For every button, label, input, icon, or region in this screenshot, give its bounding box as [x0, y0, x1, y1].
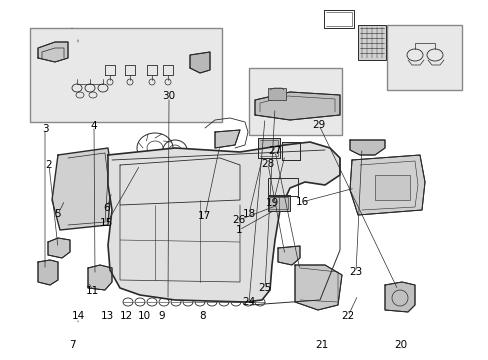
Polygon shape: [48, 238, 70, 258]
Text: 12: 12: [119, 311, 133, 321]
Text: 17: 17: [197, 211, 211, 221]
Polygon shape: [52, 148, 112, 230]
Polygon shape: [349, 140, 384, 155]
Polygon shape: [384, 282, 414, 312]
Text: 8: 8: [199, 311, 206, 321]
Text: 22: 22: [341, 311, 354, 321]
Bar: [267, 88, 285, 100]
Bar: [267, 178, 297, 196]
Text: 14: 14: [71, 311, 85, 321]
Polygon shape: [38, 260, 58, 285]
Text: 30: 30: [162, 91, 175, 102]
Polygon shape: [88, 265, 112, 290]
Text: 16: 16: [295, 197, 308, 207]
Bar: [357, 25, 385, 60]
Text: 29: 29: [311, 120, 325, 130]
Polygon shape: [282, 142, 299, 160]
Bar: [374, 175, 409, 200]
Text: 23: 23: [348, 267, 362, 277]
Text: 7: 7: [69, 340, 76, 350]
Text: 25: 25: [258, 283, 271, 293]
Text: 27: 27: [267, 146, 281, 156]
Bar: [267, 195, 289, 211]
Text: 18: 18: [242, 209, 256, 219]
Polygon shape: [38, 42, 68, 62]
Text: 9: 9: [158, 311, 164, 321]
Text: 19: 19: [265, 198, 279, 208]
Text: 1: 1: [235, 225, 242, 235]
Text: 5: 5: [54, 209, 61, 219]
Bar: [30, 28, 222, 122]
Polygon shape: [294, 265, 341, 310]
Text: 28: 28: [261, 159, 274, 169]
Text: 3: 3: [41, 124, 48, 134]
Text: 2: 2: [45, 160, 52, 170]
Text: 10: 10: [138, 311, 150, 321]
Text: 11: 11: [86, 286, 100, 296]
Polygon shape: [108, 142, 339, 302]
Text: 24: 24: [241, 297, 255, 307]
Polygon shape: [190, 52, 209, 73]
Text: 21: 21: [314, 340, 328, 350]
Bar: [386, 25, 461, 90]
Text: 13: 13: [101, 311, 114, 321]
Polygon shape: [349, 155, 424, 215]
Polygon shape: [258, 138, 280, 158]
Polygon shape: [254, 92, 339, 120]
Bar: [248, 68, 341, 135]
Text: 6: 6: [103, 203, 110, 213]
Text: 26: 26: [231, 215, 245, 225]
Text: 20: 20: [394, 340, 407, 350]
Polygon shape: [278, 246, 299, 265]
Text: 15: 15: [100, 218, 113, 228]
Text: 4: 4: [90, 121, 97, 131]
Polygon shape: [215, 130, 240, 148]
